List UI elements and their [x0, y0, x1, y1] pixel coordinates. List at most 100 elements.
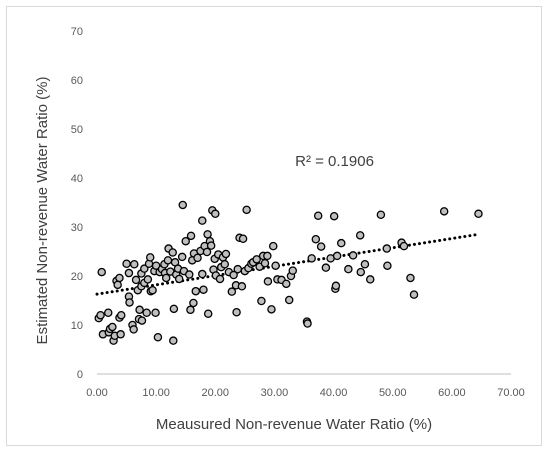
y-tick-label: 30: [71, 222, 83, 234]
data-point: [263, 251, 272, 261]
data-point: [124, 268, 134, 278]
data-point: [242, 205, 251, 215]
data-point: [321, 263, 331, 272]
data-point: [282, 279, 291, 289]
x-tick-label: 60.00: [438, 387, 466, 399]
data-point: [198, 269, 207, 279]
data-point: [439, 207, 449, 216]
data-point: [474, 209, 483, 219]
y-tick-label: 0: [77, 369, 83, 381]
data-point: [313, 211, 323, 220]
data-point: [203, 309, 213, 318]
data-point: [376, 210, 386, 219]
data-point: [348, 251, 358, 260]
data-point: [383, 261, 392, 270]
data-point: [238, 234, 248, 244]
x-axis-title: Meausured Non-revenue Water Ratio (%): [156, 416, 432, 433]
data-point: [406, 273, 415, 283]
data-point: [96, 310, 105, 320]
data-point: [260, 259, 270, 268]
x-tick-label: 0.00: [86, 387, 107, 399]
data-point: [307, 254, 316, 263]
data-point: [199, 285, 208, 294]
data-point: [169, 304, 179, 314]
y-tick-label: 40: [71, 173, 83, 185]
scatter-chart: 0 10 20 30 40 50 60 70 0.00 10.00 20.00 30.00 40.00…: [34, 26, 525, 433]
r-squared-annotation: R² = 0.1906: [295, 153, 374, 170]
data-point: [206, 241, 216, 250]
data-point: [267, 305, 276, 314]
data-point: [331, 281, 341, 291]
data-point: [174, 274, 184, 284]
data-point: [257, 296, 266, 306]
data-point: [198, 216, 207, 225]
data-point: [135, 305, 144, 315]
data-point: [221, 249, 231, 259]
data-point: [365, 275, 375, 284]
data-points: [94, 200, 483, 345]
data-point: [229, 270, 238, 280]
data-point: [355, 231, 365, 240]
y-tick-label: 50: [71, 124, 83, 136]
data-point: [161, 273, 171, 283]
y-tick-label: 20: [71, 271, 83, 283]
data-point: [142, 308, 151, 317]
data-point: [263, 277, 273, 286]
data-point: [103, 308, 113, 317]
data-point: [332, 251, 342, 261]
data-point: [360, 259, 370, 269]
data-point: [227, 287, 237, 296]
y-tick-label: 60: [71, 75, 83, 87]
data-point: [108, 322, 117, 332]
data-point: [97, 267, 106, 277]
data-point: [151, 308, 160, 317]
data-point: [191, 286, 201, 296]
data-point: [303, 319, 312, 328]
data-point: [186, 231, 196, 241]
data-point: [163, 256, 173, 265]
data-point: [168, 248, 177, 257]
x-tick-label: 50.00: [379, 387, 407, 399]
data-point: [153, 332, 163, 342]
data-point: [143, 275, 153, 284]
chart-frame: 0 10 20 30 40 50 60 70 0.00 10.00 20.00 30.00 40.00…: [6, 6, 542, 446]
data-point: [211, 209, 220, 219]
data-point: [288, 266, 298, 275]
trendline: [95, 232, 480, 296]
data-point: [129, 325, 138, 334]
y-tick-label: 10: [71, 320, 83, 332]
x-tick-label: 70.00: [497, 387, 525, 399]
data-point: [271, 261, 280, 270]
data-point: [145, 253, 155, 262]
data-point: [178, 200, 188, 210]
data-point: [116, 330, 125, 339]
data-point: [232, 308, 241, 317]
x-tick-label: 30.00: [261, 387, 289, 399]
data-point: [116, 310, 126, 320]
data-point: [203, 230, 212, 239]
data-point: [193, 253, 202, 263]
data-point: [252, 255, 261, 264]
data-point: [399, 241, 409, 251]
data-point: [329, 211, 339, 221]
x-tick-label: 40.00: [320, 387, 348, 399]
data-point: [268, 241, 278, 251]
data-point: [356, 267, 366, 277]
y-axis-title: Estimated Non-revenue Water Ratio (%): [34, 77, 51, 345]
x-axis-ticks: 0.00 10.00 20.00 30.00 40.00 50.00 60.00 70.00: [86, 387, 524, 399]
data-point: [202, 247, 212, 257]
data-point: [189, 298, 198, 308]
data-point: [148, 285, 157, 295]
x-tick-label: 20.00: [202, 387, 230, 399]
data-point: [237, 282, 247, 291]
data-point: [337, 238, 346, 248]
data-point: [186, 305, 195, 315]
data-point: [181, 236, 190, 246]
data-point: [169, 336, 178, 345]
data-point: [137, 316, 147, 325]
data-point: [177, 252, 187, 262]
data-point: [220, 259, 229, 269]
data-point: [233, 264, 243, 274]
data-point: [125, 298, 134, 307]
data-point: [382, 244, 392, 253]
